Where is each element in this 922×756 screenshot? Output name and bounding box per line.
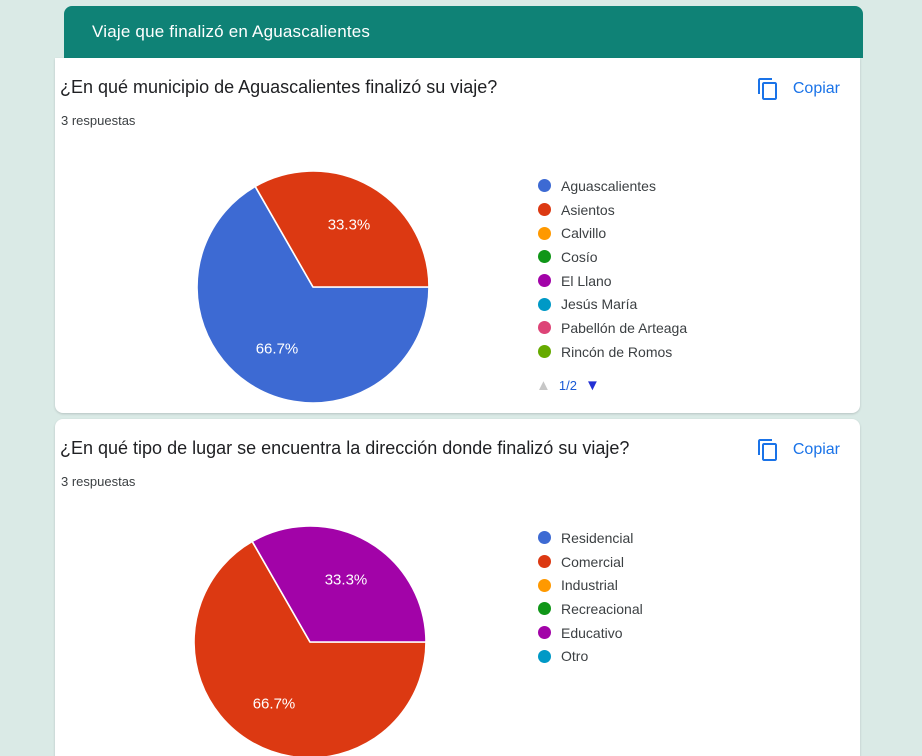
legend-dot <box>538 179 551 193</box>
form-title: Viaje que finalizó en Aguascalientes <box>92 22 371 41</box>
copy-label: Copiar <box>792 441 840 458</box>
legend-item-rincón-de-romos: Rincón de Romos <box>538 340 687 364</box>
legend-label: Aguascalientes <box>561 177 656 194</box>
chart-legend: Residencial Comercial Industrial Recreacion… <box>538 526 643 668</box>
legend-dot <box>538 274 551 288</box>
question-card-municipio: ¿En qué municipio de Aguascalientes fina… <box>55 58 860 413</box>
pie-slice-aguascalientes <box>196 185 430 404</box>
legend-dot <box>538 626 551 640</box>
legend-dot <box>538 602 551 616</box>
legend-item-recreacional: Recreacional <box>538 597 643 621</box>
legend-dot <box>538 321 551 335</box>
pie-slice-percent-label: 66.7% <box>256 341 299 358</box>
responses-count: 3 respuestas <box>61 113 136 128</box>
question-card-tipo-lugar: ¿En qué tipo de lugar se encuentra la di… <box>55 419 860 756</box>
legend-item-pabellón-de-arteaga: Pabellón de Arteaga <box>538 316 687 340</box>
responses-count: 3 respuestas <box>61 474 136 489</box>
legend-dot <box>538 555 551 569</box>
legend-dot <box>538 578 551 592</box>
chart-legend: Aguascalientes Asientos Calvillo Cosío El Ll… <box>538 174 687 364</box>
legend-item-el-llano: El Llano <box>538 269 687 293</box>
legend-page-indicator: 1/2 <box>558 378 577 393</box>
legend-item-asientos: Asientos <box>538 198 687 222</box>
legend-item-otro: Otro <box>538 644 643 668</box>
legend-label: Otro <box>561 648 589 665</box>
legend-dot <box>538 649 551 663</box>
copy-button[interactable]: Copiar <box>756 77 844 101</box>
legend-item-residencial: Residencial <box>538 526 643 550</box>
form-header: Viaje que finalizó en Aguascalientes <box>64 6 863 58</box>
legend-label: Comercial <box>561 553 625 570</box>
legend-label: Cosío <box>561 248 598 265</box>
legend-item-educativo: Educativo <box>538 621 643 645</box>
legend-label: Recreacional <box>561 600 643 617</box>
legend-label: Industrial <box>561 577 618 594</box>
legend-label: El Llano <box>561 272 612 289</box>
card-head: ¿En qué municipio de Aguascalientes fina… <box>60 77 844 101</box>
pie-slice-percent-label: 33.3% <box>328 216 371 233</box>
legend-dot <box>538 226 551 240</box>
pie-slice-percent-label: 33.3% <box>325 571 368 588</box>
question-title: ¿En qué municipio de Aguascalientes fina… <box>60 77 498 97</box>
legend-item-calvillo: Calvillo <box>538 221 687 245</box>
legend-item-comercial: Comercial <box>538 550 643 574</box>
legend-prev-icon[interactable]: ▲ <box>536 377 551 394</box>
legend-label: Residencial <box>561 529 634 546</box>
pie-chart-tipo-lugar: 66.7% 33.3% <box>193 525 427 756</box>
question-title: ¿En qué tipo de lugar se encuentra la di… <box>60 438 630 458</box>
legend-dot <box>538 203 551 217</box>
legend-item-aguascalientes: Aguascalientes <box>538 174 687 198</box>
pie-slice-percent-label: 66.7% <box>253 696 296 713</box>
legend-item-industrial: Industrial <box>538 573 643 597</box>
legend-label: Pabellón de Arteaga <box>561 319 688 336</box>
legend-item-cosío: Cosío <box>538 245 687 269</box>
pie-slice-comercial <box>193 540 427 756</box>
legend-dot <box>538 531 551 545</box>
copy-label: Copiar <box>792 80 840 97</box>
pie-slice-educativo <box>251 525 427 643</box>
legend-label: Jesús María <box>561 296 638 313</box>
legend-dot <box>538 345 551 359</box>
copy-icon <box>757 78 777 100</box>
legend-label: Calvillo <box>561 225 607 242</box>
copy-button[interactable]: Copiar <box>756 438 844 462</box>
copy-icon <box>757 439 777 461</box>
pie-chart-municipio: 66.7% 33.3% <box>196 170 430 404</box>
legend-next-icon[interactable]: ▼ <box>584 377 600 394</box>
legend-label: Asientos <box>561 201 615 218</box>
legend-label: Educativo <box>561 624 623 641</box>
legend-pager: ▲ 1/2 ▼ <box>536 378 600 393</box>
pie-slice-asientos <box>254 170 430 288</box>
legend-dot <box>538 250 551 264</box>
legend-label: Rincón de Romos <box>561 343 673 360</box>
legend-dot <box>538 297 551 311</box>
legend-item-jesús-maría: Jesús María <box>538 292 687 316</box>
card-head: ¿En qué tipo de lugar se encuentra la di… <box>60 438 844 462</box>
